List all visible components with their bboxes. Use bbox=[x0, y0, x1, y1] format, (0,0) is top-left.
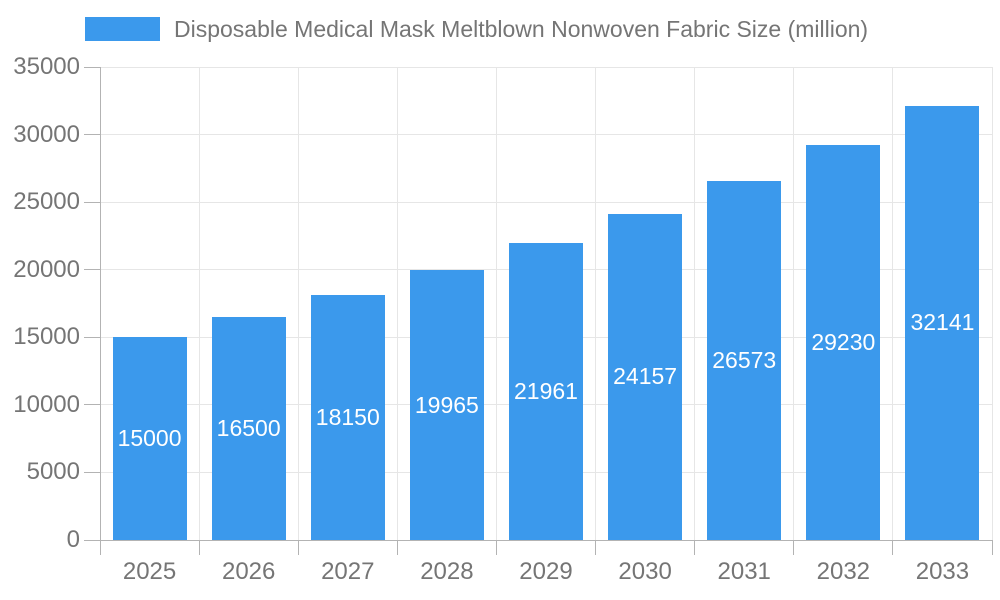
x-axis-tick bbox=[396, 540, 398, 555]
x-axis-tick bbox=[99, 540, 101, 555]
bar-2033[interactable]: 32141 bbox=[905, 105, 980, 540]
bar-value-label: 16500 bbox=[216, 414, 281, 441]
legend-label: Disposable Medical Mask Meltblown Nonwov… bbox=[174, 16, 869, 42]
x-axis-label: 2033 bbox=[915, 558, 970, 585]
gridline-horizontal bbox=[100, 66, 992, 68]
x-axis-label: 2028 bbox=[420, 558, 474, 585]
bar-2031[interactable]: 26573 bbox=[707, 180, 782, 540]
gridline-horizontal bbox=[100, 201, 992, 203]
x-axis-line bbox=[100, 539, 992, 541]
bar-value-label: 18150 bbox=[315, 403, 380, 430]
gridline-vertical bbox=[892, 67, 894, 540]
legend-item[interactable]: Disposable Medical Mask Meltblown Nonwov… bbox=[85, 15, 868, 43]
y-axis-label: 0 bbox=[66, 526, 80, 553]
bar-2025[interactable]: 15000 bbox=[112, 337, 187, 540]
bar-2029[interactable]: 21961 bbox=[509, 243, 583, 540]
y-axis-label: 35000 bbox=[13, 53, 80, 80]
bar-value-label: 29230 bbox=[811, 328, 876, 355]
x-axis-tick bbox=[793, 540, 795, 555]
gridline-vertical bbox=[495, 67, 497, 540]
x-axis-tick bbox=[198, 540, 200, 555]
y-axis-tick bbox=[84, 336, 100, 338]
bar-value-label: 21961 bbox=[514, 378, 578, 405]
gridline-horizontal bbox=[100, 134, 992, 136]
y-axis-label: 20000 bbox=[13, 255, 80, 283]
bar-value-label: 26573 bbox=[712, 346, 777, 373]
y-axis-tick bbox=[84, 539, 100, 541]
gridline-vertical bbox=[793, 67, 795, 540]
gridline-vertical bbox=[396, 67, 398, 540]
y-axis-label: 25000 bbox=[13, 188, 80, 216]
gridline-vertical bbox=[198, 67, 200, 540]
x-axis-tick bbox=[694, 540, 696, 555]
bar-value-label: 19965 bbox=[414, 391, 479, 418]
gridline-vertical bbox=[991, 67, 993, 540]
x-axis-label: 2025 bbox=[122, 558, 177, 585]
x-axis-tick bbox=[495, 540, 497, 555]
x-axis-label: 2032 bbox=[816, 558, 871, 585]
bar-value-label: 24157 bbox=[613, 363, 678, 390]
bar-2030[interactable]: 24157 bbox=[608, 213, 683, 540]
y-axis-label: 15000 bbox=[13, 323, 80, 351]
bar-value-label: 32141 bbox=[910, 309, 975, 336]
y-axis-line bbox=[99, 67, 101, 541]
x-axis-label: 2031 bbox=[717, 558, 771, 585]
y-axis-tick bbox=[84, 201, 100, 203]
legend-swatch bbox=[85, 17, 160, 41]
x-axis-label: 2027 bbox=[321, 558, 375, 585]
gridline-vertical bbox=[297, 67, 299, 540]
y-axis-label: 5000 bbox=[26, 458, 80, 486]
gridline-vertical bbox=[694, 67, 696, 540]
bar-2028[interactable]: 19965 bbox=[409, 270, 484, 540]
x-axis-tick bbox=[595, 540, 597, 555]
x-axis-tick bbox=[991, 540, 993, 555]
y-axis-tick bbox=[84, 404, 100, 406]
y-axis-tick bbox=[84, 269, 100, 271]
y-axis-label: 10000 bbox=[13, 390, 80, 418]
x-axis-label: 2029 bbox=[519, 558, 573, 585]
bar-2027[interactable]: 18150 bbox=[310, 294, 385, 540]
y-axis-tick bbox=[84, 66, 100, 68]
y-axis-label: 30000 bbox=[13, 120, 80, 148]
gridline-vertical bbox=[595, 67, 597, 540]
y-axis-tick bbox=[84, 471, 100, 473]
x-axis-tick bbox=[892, 540, 894, 555]
bar-value-label: 15000 bbox=[117, 425, 182, 452]
x-axis-tick bbox=[297, 540, 299, 555]
bar-2026[interactable]: 16500 bbox=[211, 317, 286, 540]
bar-2032[interactable]: 29230 bbox=[806, 144, 881, 540]
y-axis-tick bbox=[84, 134, 100, 136]
x-axis-label: 2026 bbox=[221, 558, 276, 585]
x-axis-label: 2030 bbox=[618, 558, 672, 585]
